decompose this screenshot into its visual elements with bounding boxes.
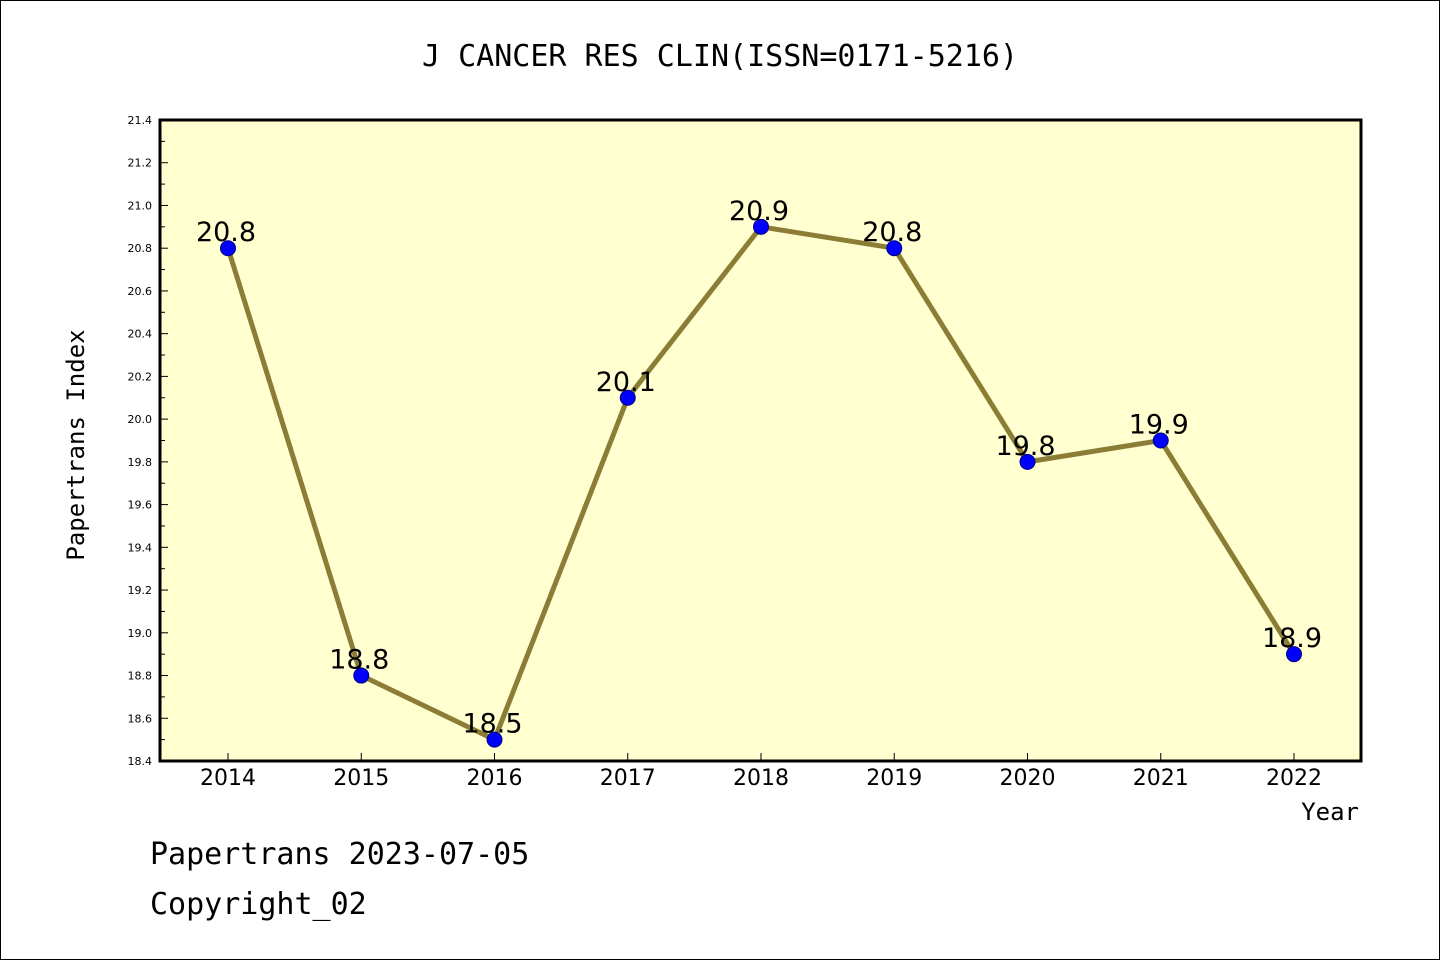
data-point-marker (353, 667, 370, 684)
data-point-label: 19.8 (995, 431, 1055, 462)
y-tick-label: 19.8 (128, 456, 153, 469)
x-tick-label: 2014 (200, 766, 256, 791)
y-tick-label: 18.8 (128, 670, 153, 683)
y-tick-label: 19.2 (128, 584, 153, 597)
data-point-marker (619, 389, 636, 406)
x-tick-label: 2015 (333, 766, 389, 791)
y-tick-label: 18.4 (128, 755, 153, 768)
y-tick-label: 19.0 (128, 627, 153, 640)
x-tick-label: 2021 (1133, 766, 1189, 791)
y-tick-label: 20.4 (128, 328, 153, 341)
data-point-label: 18.8 (329, 645, 389, 676)
y-tick-label: 20.2 (128, 370, 153, 383)
data-point-label: 20.8 (196, 217, 256, 248)
data-point-marker (1286, 646, 1302, 663)
y-tick-label: 20.8 (128, 242, 153, 255)
y-tick-label: 19.6 (128, 499, 153, 512)
data-point-label: 20.1 (596, 367, 656, 398)
data-point-label: 18.9 (1262, 623, 1322, 654)
chart-title: J CANCER RES CLIN(ISSN=0171-5216) (422, 39, 1018, 74)
x-tick-label: 2022 (1266, 766, 1322, 791)
x-axis: 2014 2015 2016 2017 2018 2019 2020 2021 2022 (200, 753, 1322, 791)
y-tick-label: 21.4 (128, 114, 153, 127)
x-tick-label: 2018 (733, 766, 789, 791)
data-point-label: 19.9 (1129, 410, 1189, 441)
data-point-label: 18.5 (462, 709, 522, 740)
x-tick-label: 2017 (600, 766, 656, 791)
y-axis-label: Papertrans Index (62, 329, 90, 560)
y-tick-label: 19.4 (128, 541, 153, 554)
data-point-marker (486, 731, 503, 748)
x-axis-label: Year (1301, 798, 1359, 826)
y-tick-label: 20.0 (128, 413, 153, 426)
data-point-label: 20.8 (862, 217, 922, 248)
y-tick-label: 21.2 (128, 157, 153, 170)
data-point-marker (1152, 432, 1169, 449)
data-point-marker (1019, 453, 1036, 470)
data-point-marker (753, 218, 769, 235)
series-group: 20.8 18.8 18.5 20.1 20.9 20.8 19.8 19.9 18.9 (196, 196, 1322, 748)
y-axis: 18.4 18.6 18.8 19.0 19.2 19.4 19.6 19.8 20.0 20.2… (128, 114, 168, 768)
y-tick-label: 18.6 (128, 712, 153, 725)
footer-date-line: Papertrans 2023-07-05 (150, 837, 529, 872)
data-point-marker (220, 240, 236, 257)
footer-copyright: Copyright_02 (150, 887, 367, 922)
x-tick-label: 2020 (1000, 766, 1056, 791)
plot-border (158, 118, 1363, 763)
x-tick-label: 2019 (866, 766, 922, 791)
x-tick-label: 2016 (467, 766, 523, 791)
data-point-marker (886, 240, 903, 257)
y-tick-label: 21.0 (128, 199, 153, 212)
y-tick-label: 20.6 (128, 285, 153, 298)
data-point-label: 20.9 (729, 196, 789, 227)
